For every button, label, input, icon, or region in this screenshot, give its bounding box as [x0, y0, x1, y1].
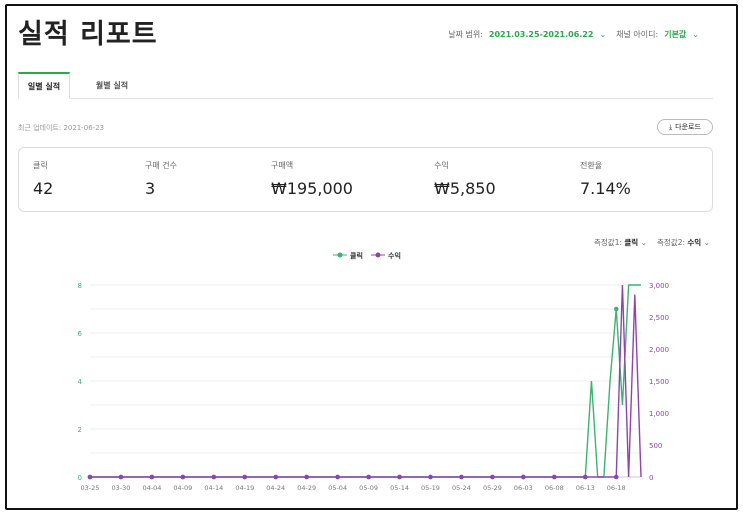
stat-label: 구매액	[271, 161, 294, 170]
y-right-tick-label: 2,000	[649, 346, 669, 354]
chevron-down-icon[interactable]: ⌄	[692, 30, 699, 39]
y-right-tick-label: 0	[649, 474, 653, 482]
date-range-dropdown[interactable]: 2021.03.25-2021.06.22	[488, 30, 594, 39]
y-right-tick-label: 1,500	[649, 378, 669, 386]
x-tick-label: 06-13	[576, 484, 595, 492]
data-point	[613, 306, 619, 312]
metric1-label: 측정값1:	[594, 238, 622, 247]
stats-card: 클릭 42 구매 건수 3 구매액 ₩195,000 수익 ₩5,850 전환율 7.14…	[18, 147, 713, 212]
stat-revenue: 수익 ₩5,850	[434, 160, 496, 198]
y-left-tick-label: 4	[78, 378, 83, 386]
chevron-down-icon: ⌄	[640, 238, 647, 247]
legend-label: 클릭	[350, 251, 363, 260]
data-point	[459, 474, 464, 480]
data-point	[335, 474, 340, 480]
data-point	[582, 474, 588, 480]
y-left-tick-label: 8	[78, 282, 82, 290]
data-point	[552, 474, 557, 480]
x-tick-label: 04-04	[142, 484, 161, 492]
data-point	[211, 474, 217, 480]
x-tick-label: 06-03	[514, 484, 533, 492]
x-tick-label: 05-24	[452, 484, 471, 492]
metric2-label: 측정값2:	[657, 238, 685, 247]
data-point	[87, 474, 93, 480]
stat-value: 7.14%	[580, 179, 631, 198]
y-right-tick-label: 500	[649, 442, 662, 450]
x-tick-label: 05-04	[328, 484, 347, 492]
data-point	[180, 474, 186, 480]
stat-value: 42	[33, 179, 54, 198]
stat-value: 3	[145, 179, 156, 198]
x-tick-label: 06-18	[607, 484, 626, 492]
stat-value: ₩5,850	[434, 179, 496, 198]
download-label: 다운로드	[675, 123, 701, 131]
y-left-tick-label: 0	[78, 474, 82, 482]
y-right-tick-label: 1,000	[649, 410, 669, 418]
x-tick-label: 03-25	[81, 484, 100, 492]
x-tick-label: 04-29	[297, 484, 316, 492]
metric1-select[interactable]: 측정값1: 클릭 ⌄	[594, 237, 647, 248]
y-right-tick-label: 2,500	[649, 314, 669, 322]
x-tick-label: 04-19	[235, 484, 254, 492]
data-point	[273, 474, 279, 480]
stat-conversion: 전환율 7.14%	[580, 160, 631, 198]
x-tick-label: 04-24	[266, 484, 285, 492]
data-point	[397, 474, 402, 480]
y-left-tick-label: 2	[78, 426, 82, 434]
stat-label: 클릭	[33, 161, 48, 170]
x-tick-label: 06-08	[545, 484, 564, 492]
y-right-tick-label: 3,000	[649, 282, 669, 290]
stat-label: 전환율	[580, 161, 603, 170]
tab-monthly[interactable]: 월별 실적	[95, 81, 129, 90]
metric2-value: 수익	[687, 238, 702, 247]
x-tick-label: 05-14	[390, 484, 409, 492]
stat-purchase-amount: 구매액 ₩195,000	[271, 160, 353, 198]
legend-marker	[375, 252, 381, 258]
date-range-label: 날짜 범위:	[448, 30, 483, 39]
tab-daily[interactable]: 일별 실적	[18, 72, 70, 99]
data-point	[490, 474, 495, 480]
y-left-tick-label: 6	[78, 330, 83, 338]
x-tick-label: 04-14	[204, 484, 223, 492]
last-update: 최근 업데이트: 2021-06-23	[18, 124, 105, 132]
page-title: 실적 리포트	[18, 19, 158, 50]
tab-bar: 일별 실적 월별 실적	[18, 72, 713, 99]
data-point	[118, 474, 124, 480]
metric1-value: 클릭	[624, 238, 639, 247]
x-tick-label: 03-30	[112, 484, 131, 492]
data-point	[242, 474, 248, 480]
x-tick-label: 04-09	[173, 484, 192, 492]
channel-label: 채널 아이디:	[616, 30, 659, 39]
download-button[interactable]: ⤓ 다운로드	[657, 119, 713, 135]
metric2-select[interactable]: 측정값2: 수익 ⌄	[657, 237, 710, 248]
chevron-down-icon[interactable]: ⌄	[599, 30, 607, 39]
data-point	[428, 474, 433, 480]
chevron-down-icon: ⌄	[703, 238, 710, 247]
x-tick-label: 05-29	[483, 484, 502, 492]
download-icon: ⤓	[669, 122, 673, 131]
data-point	[149, 474, 155, 480]
x-tick-label: 05-09	[359, 484, 378, 492]
stat-value: ₩195,000	[271, 179, 353, 198]
x-tick-label: 05-19	[421, 484, 440, 492]
legend-marker	[337, 252, 343, 258]
data-point	[521, 474, 526, 480]
stat-label: 수익	[434, 161, 449, 170]
filters: 날짜 범위: 2021.03.25-2021.06.22 ⌄ 채널 아이디: 기…	[448, 29, 699, 40]
window-frame	[5, 4, 738, 510]
channel-dropdown[interactable]: 기본값	[664, 30, 687, 39]
stat-clicks: 클릭 42	[33, 160, 53, 198]
legend-label: 수익	[388, 251, 401, 260]
stat-purchases: 구매 건수 3	[145, 160, 177, 198]
stat-label: 구매 건수	[145, 161, 177, 170]
data-point	[366, 474, 371, 480]
data-point	[613, 474, 619, 480]
data-point	[304, 474, 309, 480]
